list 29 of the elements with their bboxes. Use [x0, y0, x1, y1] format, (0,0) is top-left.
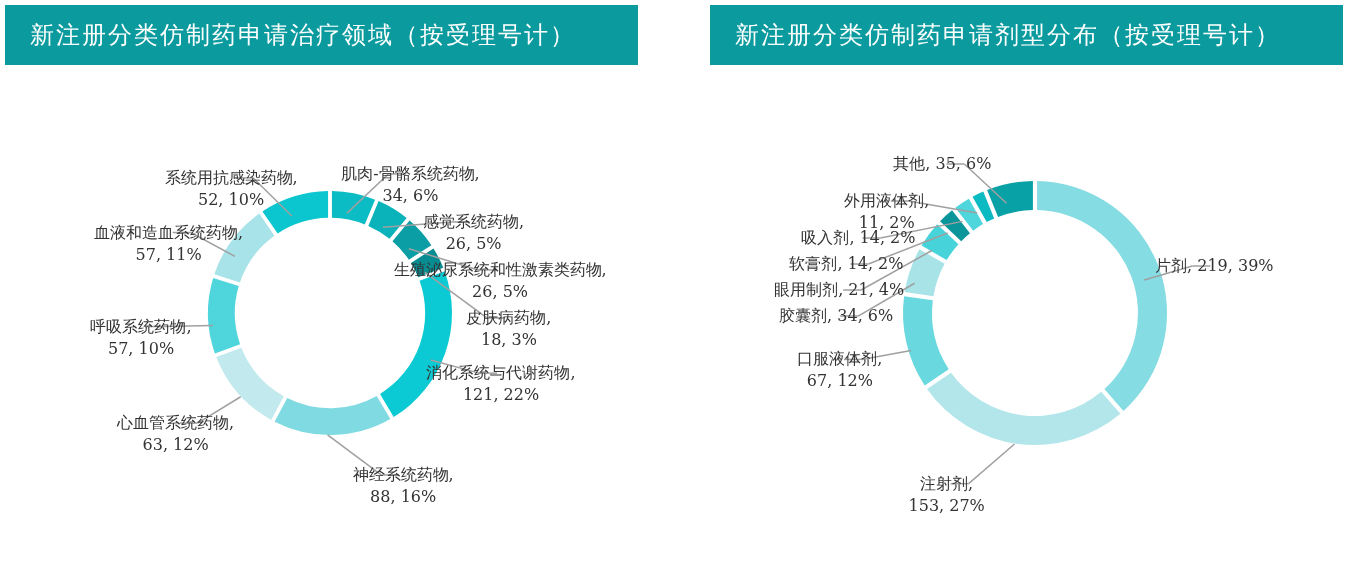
slice-label: 心血管系统药物, 63, 12% — [116, 413, 235, 455]
slice-label: 眼用制剂, 21, 4% — [774, 280, 905, 300]
donut-slice — [955, 198, 984, 231]
slice-label: 其他, 35, 6% — [893, 154, 992, 174]
slice-label: 感觉系统药物, 26, 5% — [423, 211, 525, 253]
slice-label: 片剂, 219, 39% — [1155, 256, 1274, 276]
slice-label: 呼吸系统药物, 57, 10% — [90, 316, 192, 358]
donut-slice — [987, 181, 1033, 217]
donut-slice — [368, 201, 407, 239]
donut-slice — [331, 191, 376, 225]
donut-slice — [208, 277, 241, 354]
slice-label: 神经系统药物, 88, 16% — [352, 464, 454, 506]
donut-slice — [274, 395, 391, 435]
slice-label: 软膏剂, 14, 2% — [789, 254, 904, 274]
slice-label: 皮肤病药物, 18, 3% — [466, 307, 552, 349]
slice-label: 肌肉-骨骼系统药物, 34, 6% — [341, 163, 480, 205]
donut-slice — [903, 296, 949, 386]
chart-title: 新注册分类仿制药申请剂型分布（按受理号计） — [710, 5, 1343, 65]
donut-slice — [904, 249, 945, 297]
slice-label: 血液和造血系统药物, 57, 11% — [94, 222, 244, 264]
chart-title: 新注册分类仿制药申请治疗领域（按受理号计） — [5, 5, 638, 65]
slice-label: 胶囊剂, 34, 6% — [779, 306, 894, 326]
donut-slice — [972, 191, 995, 223]
slice-label: 系统用抗感染药物, 52, 10% — [164, 167, 298, 209]
donut-slice — [921, 224, 959, 261]
slice-label: 口服液体剂, 67, 12% — [797, 349, 883, 391]
donut-slice — [262, 191, 329, 234]
slice-label: 注射剂, 153, 27% — [908, 473, 985, 515]
donut-slice — [940, 210, 970, 242]
